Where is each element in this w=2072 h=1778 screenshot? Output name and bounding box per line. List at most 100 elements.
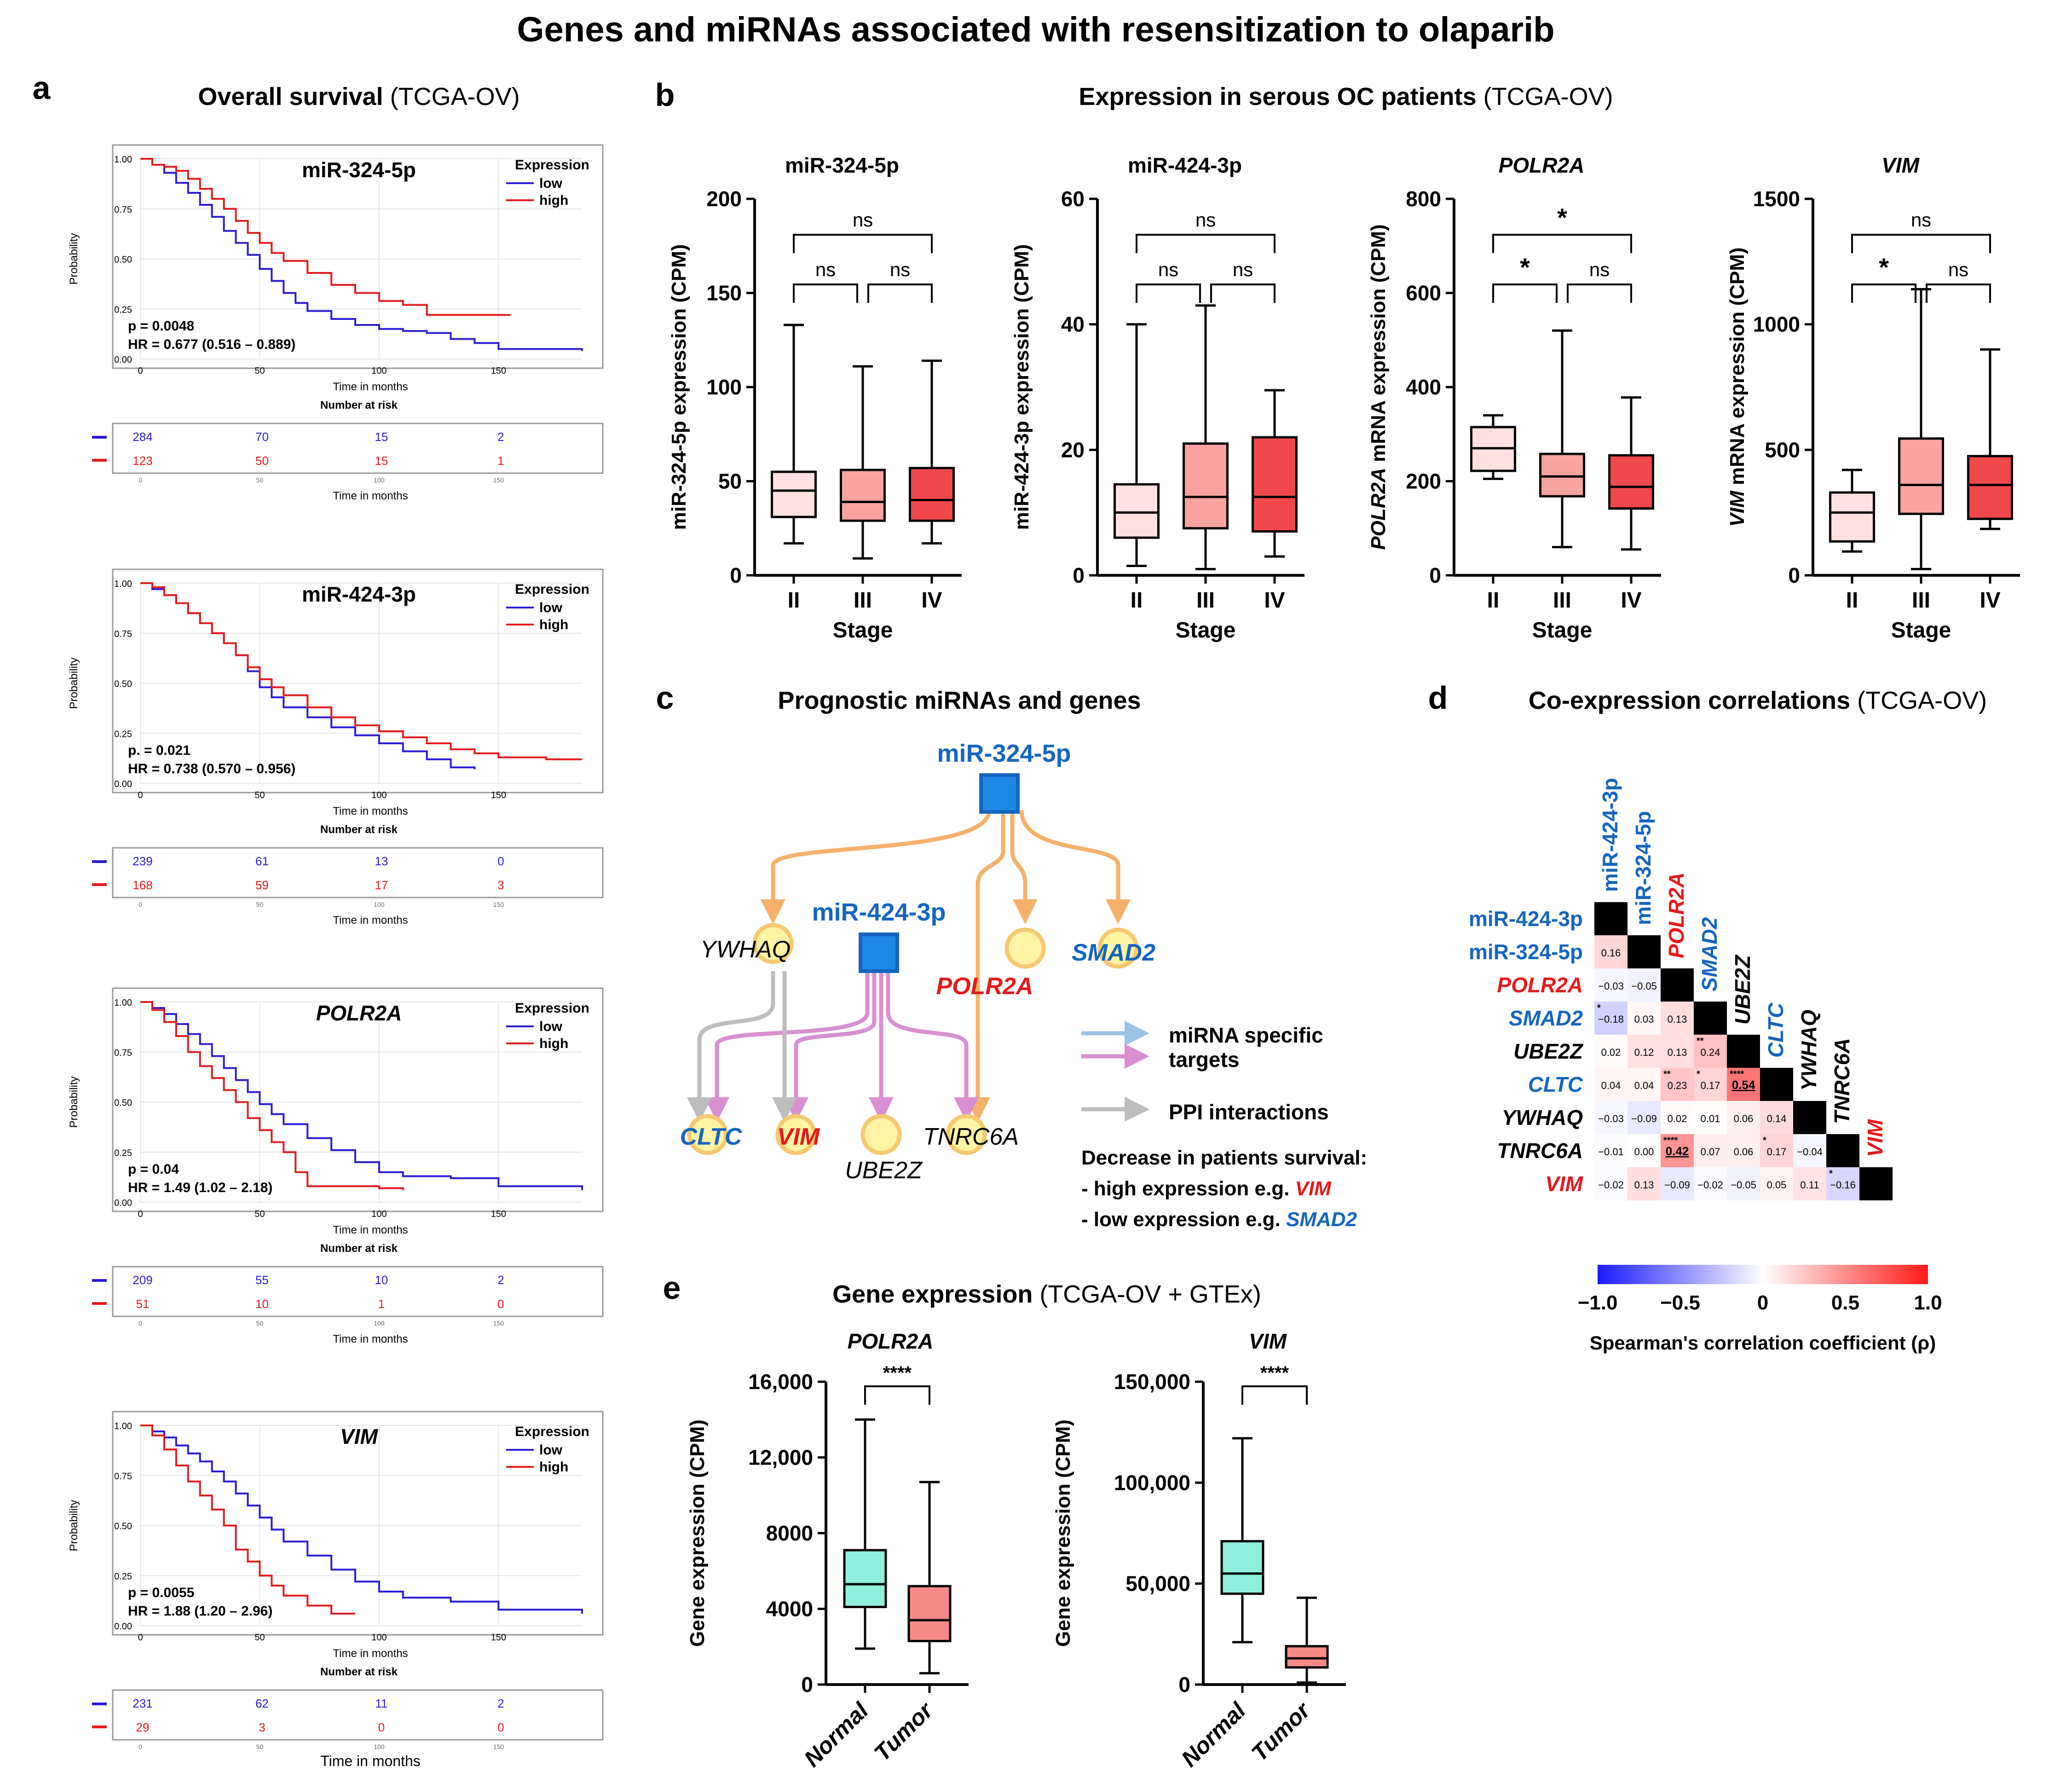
colorbar-tick: −0.5 — [1660, 1292, 1700, 1314]
box — [1898, 437, 1944, 515]
km-xtick: 100 — [371, 790, 387, 800]
km-frame — [112, 144, 604, 369]
km-xtick: 50 — [254, 1633, 265, 1643]
figure-title: Genes and miRNAs associated with resensi… — [517, 10, 1554, 49]
heatmap-cell — [1594, 968, 1628, 1002]
y-tick-label: 0 — [1178, 1673, 1190, 1697]
node-mir424-square — [859, 932, 899, 973]
km-plot-0: 1.000.750.500.250.000 50 100 150Probability… — [68, 144, 604, 502]
km-ytick: 0.50 — [114, 679, 132, 689]
km-risk-high-count: 0 — [497, 1720, 504, 1734]
km-risk-low-count: 0 — [497, 854, 504, 868]
heatmap-col-label: POLR2A — [1664, 872, 1688, 958]
km-plot-3: 1.00 0.75 0.50 0.25 0.00 0 50 100 150 Probability… — [68, 1411, 604, 1769]
km-risk-low-count: 2 — [497, 430, 504, 444]
km-risk-low-count: 70 — [255, 430, 269, 444]
heatmap-diagonal-cell — [1826, 1134, 1859, 1167]
panel-c-letter: c — [656, 680, 674, 716]
box — [909, 467, 955, 522]
km-legend-title: Expression — [515, 582, 589, 597]
network-diagram: miR-324-5p miR-424-3p YWHAQ POLR2A SMAD2 CLTC… — [680, 740, 1368, 1231]
heatmap-cell — [1594, 1002, 1628, 1035]
km-risk-high-count: 0 — [378, 1720, 385, 1734]
km-risk-xtick: 50 — [256, 1320, 264, 1327]
x-tick-label: III — [1912, 588, 1930, 613]
km-frame — [112, 568, 604, 793]
heatmap-value: −0.05 — [1731, 1179, 1756, 1191]
km-curve-low — [140, 158, 583, 351]
km-curve-high — [140, 158, 511, 316]
km-xlabel: Time in months — [333, 1224, 408, 1236]
heatmap-value: 0.03 — [1634, 1014, 1654, 1025]
heatmap-cell — [1594, 935, 1628, 968]
km-risk-frame — [112, 1266, 604, 1317]
y-tick-label: 400 — [1406, 375, 1441, 399]
heatmap-value: −0.05 — [1631, 980, 1657, 992]
heatmap-cell — [1661, 1167, 1694, 1200]
heatmap-value: 0.17 — [1767, 1146, 1787, 1158]
sig-bracket — [1492, 234, 1632, 253]
heatmap-value: 0.11 — [1800, 1179, 1819, 1191]
y-tick-label: 800 — [1406, 187, 1441, 211]
stage-plot-title: POLR2A — [1499, 153, 1585, 177]
heatmap-col-label: CLTC — [1764, 1002, 1788, 1058]
km-risk-title: Number at risk — [320, 823, 398, 836]
km-risk-xtick: 0 — [139, 476, 142, 484]
heatmap-significance: **** — [1663, 1135, 1678, 1146]
heatmap-cell — [1628, 968, 1661, 1002]
box — [771, 470, 817, 518]
tissue-plot-title: POLR2A — [848, 1329, 934, 1353]
decrease-low-line: - low expression e.g. SMAD2 — [1081, 1208, 1357, 1231]
km-ytick: 0.75 — [114, 205, 132, 215]
km-xtick: 150 — [491, 790, 506, 800]
km-curve-high — [140, 582, 582, 760]
y-axis-label: miR-324-5p expression (CPM) — [668, 244, 690, 530]
heatmap-cell — [1694, 1035, 1727, 1068]
x-tick-label: III — [1196, 588, 1215, 613]
km-risk-xtick: 50 — [256, 901, 264, 908]
km-risk-xtick: 150 — [493, 901, 504, 908]
km-legend-title: Expression — [515, 1424, 589, 1439]
km-ytick: 0.25 — [114, 1571, 132, 1581]
km-curve-high — [140, 1001, 404, 1190]
km-risk-xtick: 0 — [139, 1743, 142, 1750]
box — [1220, 1540, 1264, 1595]
sig-bracket — [864, 1385, 930, 1405]
heatmap-col-label: TNRC6A — [1830, 1038, 1854, 1124]
x-tick-label: Tumor — [1247, 1697, 1316, 1766]
panel-d-letter: d — [1428, 680, 1448, 716]
km-curve-low — [140, 1001, 583, 1190]
node-ube2z-label: UBE2Z — [845, 1157, 923, 1184]
km-ytick: 1.00 — [114, 155, 132, 165]
text-span: SMAD2 — [1286, 1208, 1357, 1231]
sig-bracket — [1851, 284, 1916, 303]
heatmap-col-label: YWHAQ — [1797, 1009, 1821, 1091]
heatmap-value: 0.13 — [1668, 1014, 1687, 1025]
km-plot-2: 1.000.750.500.250.000 50 100 150Probability… — [68, 987, 604, 1345]
heatmap-cell — [1628, 1134, 1661, 1167]
km-risk-high-count: 1 — [378, 1297, 385, 1311]
tissue-boxplot-0: POLR2A 0 4000 8000 12,000 16,000 Gene expressi… — [686, 1329, 969, 1772]
text-span: (TCGA-OV + GTEx) — [1039, 1280, 1261, 1308]
heatmap-diagonal-cell — [1628, 935, 1661, 968]
km-legend-title: Expression — [515, 157, 589, 173]
km-risk-low-count: 13 — [375, 854, 388, 868]
km-ytick: 1.00 — [114, 998, 132, 1008]
node-ube2z-circle — [860, 1114, 902, 1155]
node-cltc-label: CLTC — [680, 1124, 743, 1150]
km-hazard-ratio: HR = 1.49 (1.02 – 2.18) — [128, 1180, 272, 1195]
heatmap-value: 0.13 — [1668, 1047, 1687, 1058]
km-xlabel: Time in months — [333, 1647, 408, 1660]
heatmap-value: 0.02 — [1668, 1113, 1687, 1124]
km-risk-low-count: 11 — [375, 1697, 387, 1710]
text-span: Co-expression correlations — [1529, 687, 1857, 714]
km-legend-low: low — [539, 1442, 563, 1458]
text-span: mRNA expression (CPM) — [1726, 247, 1749, 491]
heatmap-value: 0.02 — [1601, 1047, 1621, 1058]
km-risk-high-count: 123 — [133, 454, 152, 468]
km-risk-xlabel: Time in months — [333, 490, 408, 502]
stage-boxplot-3: VIM 0 500 1000 1500 VIM mRNA expression (CPM)… — [1726, 153, 2020, 643]
km-pvalue: p. = 0.021 — [128, 743, 190, 758]
sig-label: **** — [883, 1363, 912, 1383]
